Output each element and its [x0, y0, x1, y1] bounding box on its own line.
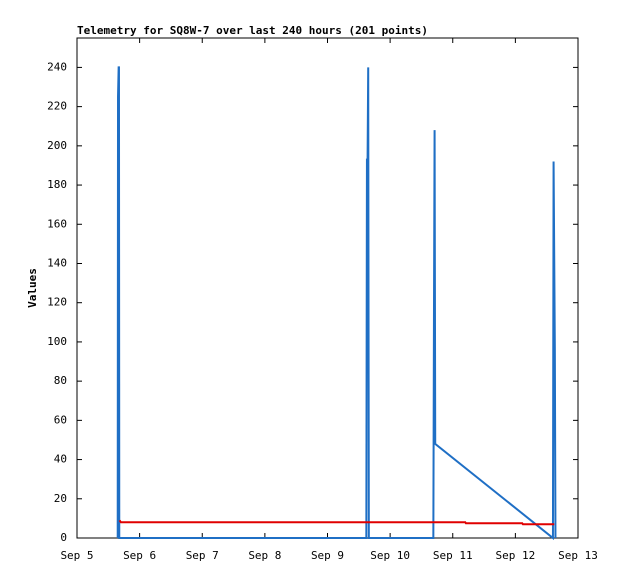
x-tick-label: Sep 7: [186, 549, 219, 562]
x-tick-label: Sep 6: [123, 549, 156, 562]
y-tick-label: 120: [47, 296, 67, 309]
y-tick-label: 0: [60, 531, 67, 544]
x-tick-label: Sep 13: [558, 549, 598, 562]
y-tick-label: 140: [47, 256, 67, 269]
y-tick-label: 240: [47, 60, 67, 73]
y-tick-label: 180: [47, 178, 67, 191]
series-line: [116, 66, 557, 541]
y-tick-label: 80: [54, 374, 67, 387]
x-tick-label: Sep 12: [496, 549, 536, 562]
y-tick-label: 200: [47, 139, 67, 152]
chart-title: Telemetry for SQ8W-7 over last 240 hours…: [77, 24, 428, 37]
y-tick-label: 60: [54, 413, 67, 426]
y-tick-label: 40: [54, 453, 67, 466]
y-axis-label: Values: [26, 268, 39, 308]
y-tick-label: 20: [54, 492, 67, 505]
y-tick-label: 160: [47, 217, 67, 230]
x-tick-label: Sep 5: [60, 549, 93, 562]
y-tick-label: 220: [47, 100, 67, 113]
x-tick-label: Sep 10: [370, 549, 410, 562]
y-tick-label: 100: [47, 335, 67, 348]
x-tick-label: Sep 11: [433, 549, 473, 562]
x-tick-label: Sep 8: [248, 549, 281, 562]
series-line: [118, 519, 555, 526]
x-tick-label: Sep 9: [311, 549, 344, 562]
plot-frame: [76, 37, 579, 539]
